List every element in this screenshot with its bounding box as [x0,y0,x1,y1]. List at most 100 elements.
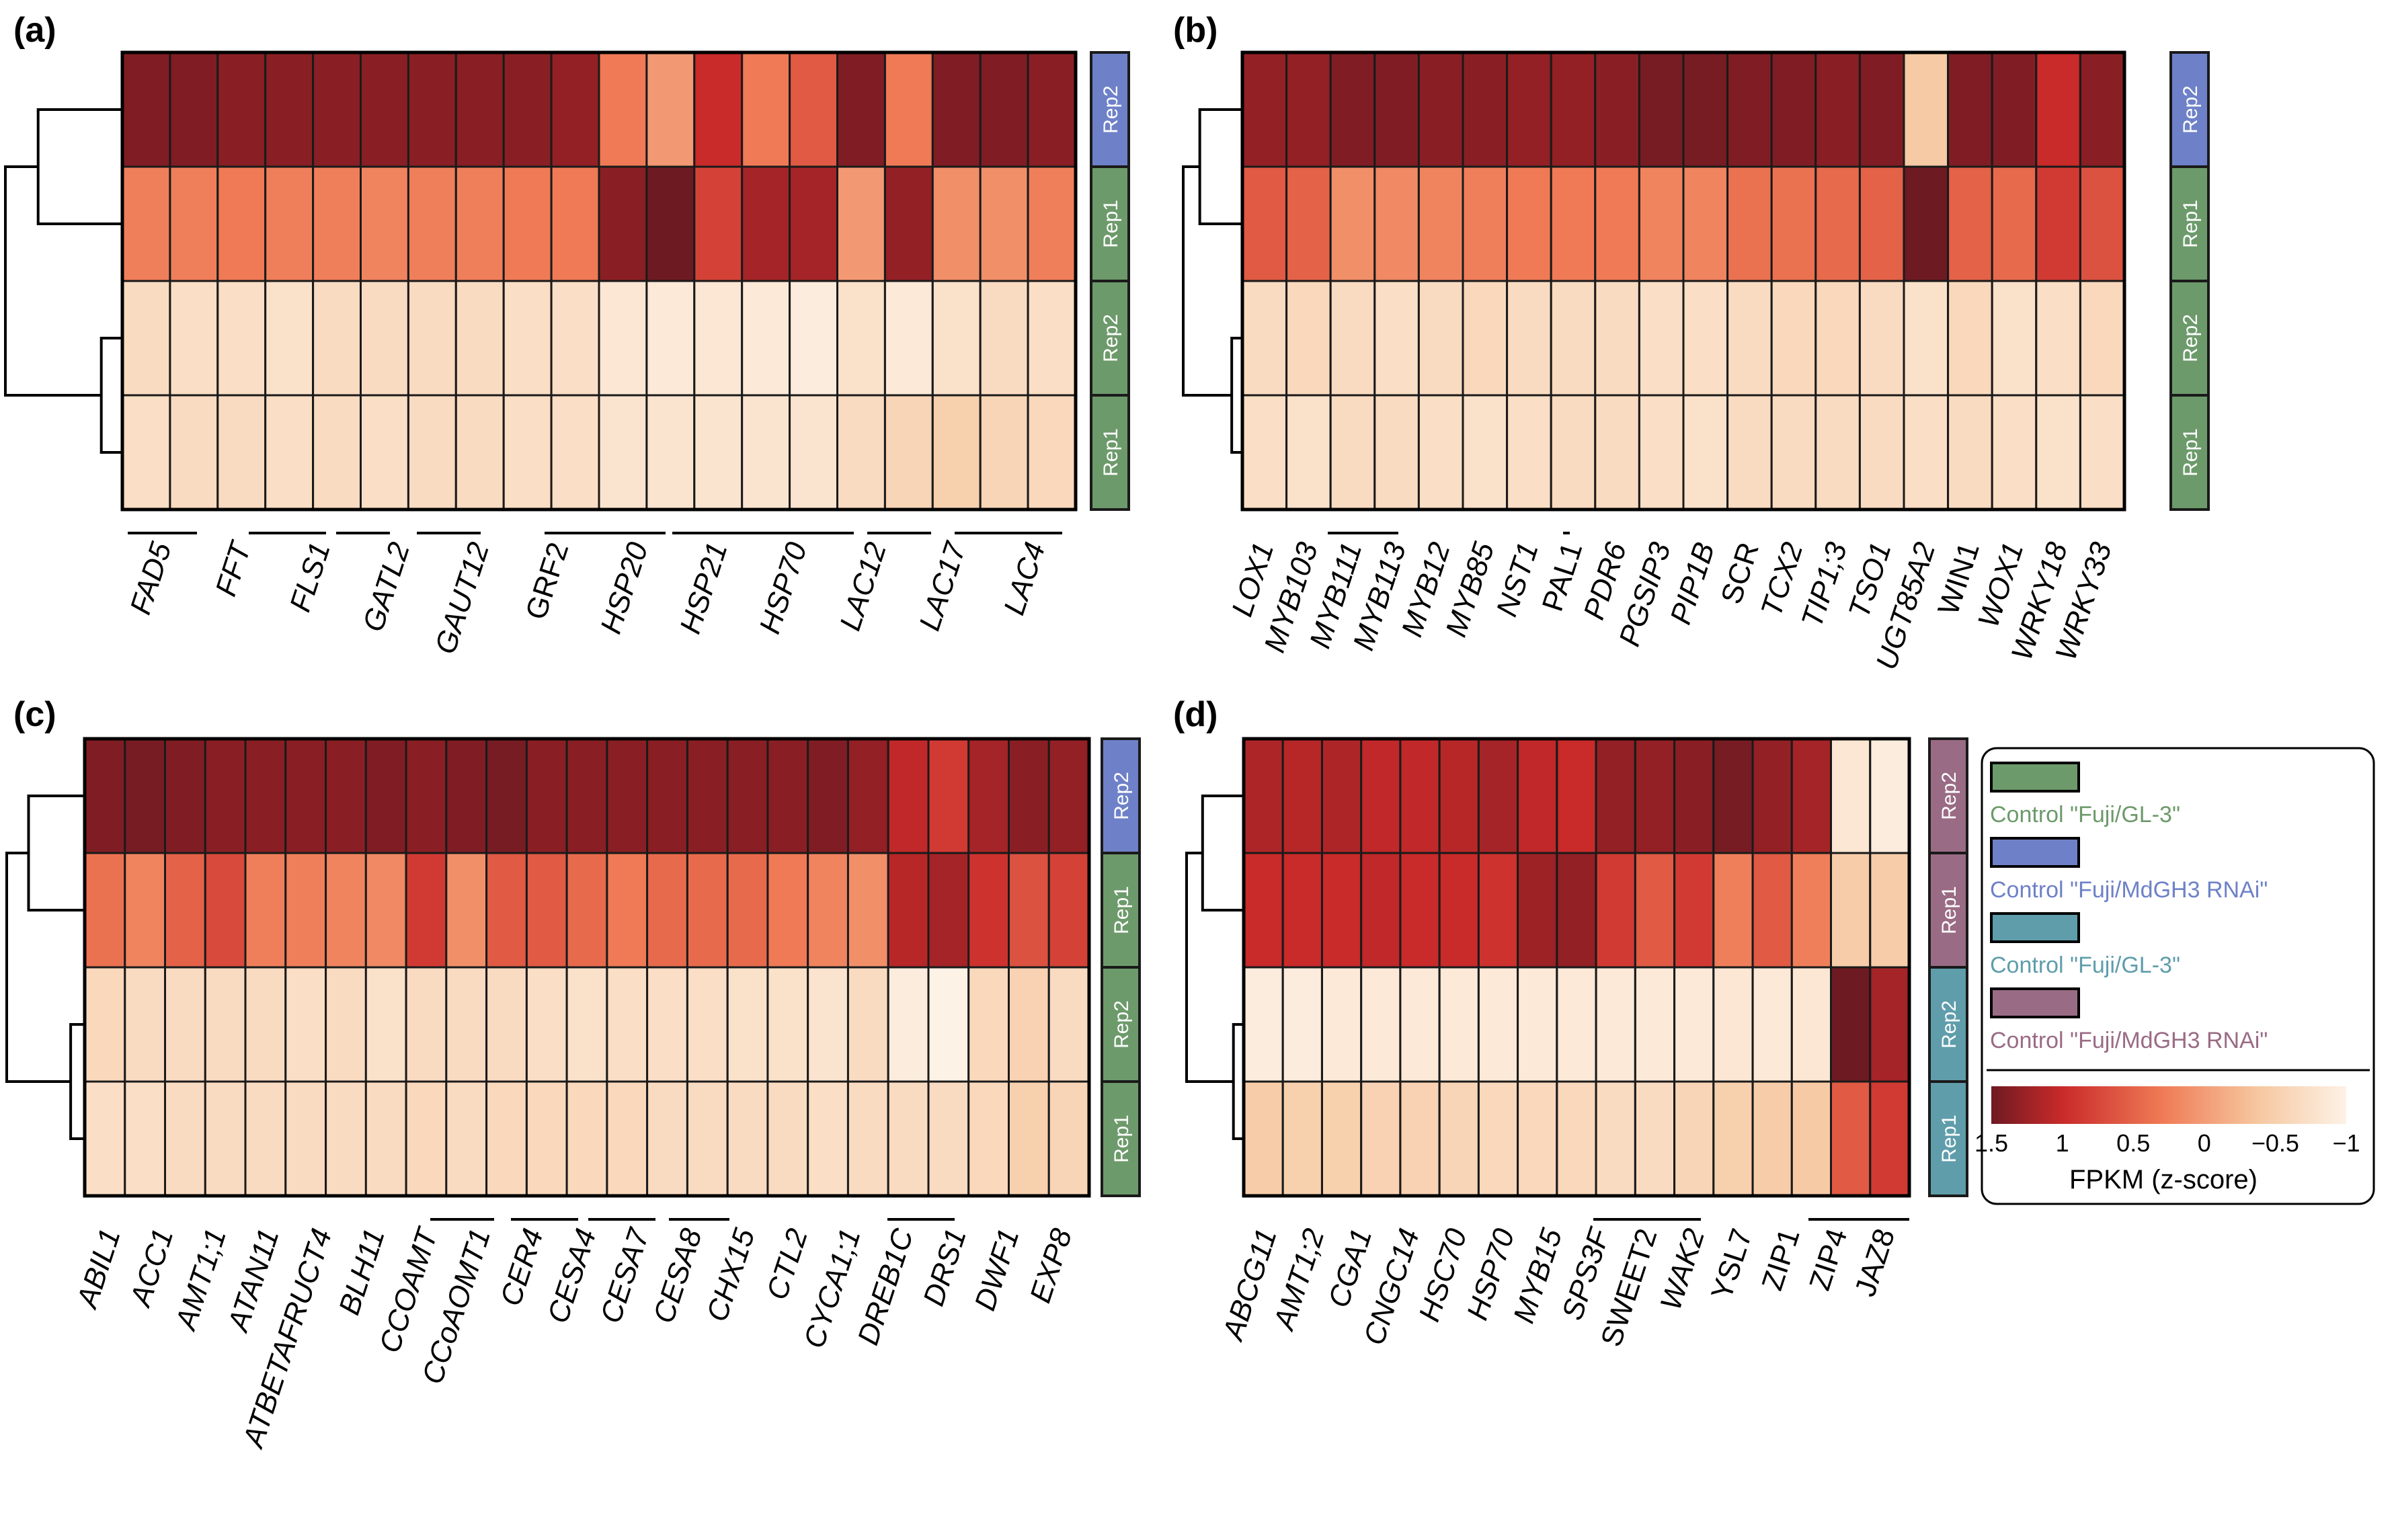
heatmap-cell [887,737,930,854]
heatmap-cell [1726,165,1773,282]
gene-label: HSP21 [674,538,734,638]
heatmap-cell [124,966,167,1083]
heatmap-cell [766,1080,809,1197]
gene-label: SCR [1715,538,1765,608]
heatmap-cell [1242,1080,1284,1197]
heatmap-cell [927,852,970,969]
heatmap-cell [1790,852,1833,969]
heatmap-border [1240,50,2126,512]
heatmap-cell [216,280,267,397]
heatmap-cell [598,51,648,168]
heatmap-cell [807,966,849,1083]
gene-label: FLS1 [284,538,337,616]
heatmap-cell [164,852,206,969]
gene-label: HSP70 [753,538,813,637]
dendrogram [4,108,122,454]
heatmap-cell [1556,966,1597,1083]
panel-label: (b) [1173,11,1218,50]
heatmap-cell [1712,966,1754,1083]
heatmap-cell [1634,852,1676,969]
heatmap-cell [883,394,934,511]
heatmap-cell [1438,966,1480,1083]
legend-swatch [1990,987,2080,1018]
heatmap-cell [1241,165,1288,282]
heatmap-cell [1477,1080,1519,1197]
heatmap-cell [121,280,171,397]
heatmap-cell [264,394,315,511]
heatmap-cell [1550,394,1597,511]
heatmap-cell [1595,1080,1636,1197]
heatmap-cell [364,737,407,854]
heatmap-cell [1770,51,1817,168]
heatmap-cell [1712,737,1754,854]
gene-label: HSP20 [594,538,655,637]
heatmap-cell [1673,966,1715,1083]
heatmap-cell [1947,394,1993,511]
heatmap-cell [1814,394,1861,511]
heatmap-cell [1712,852,1754,969]
heatmap-cell [1947,51,1993,168]
replicate-label: Rep2 [1100,314,1122,362]
heatmap-cell [1814,280,1861,397]
heatmap-cell [244,852,287,969]
heatmap-cell [1858,165,1905,282]
heatmap-cell [1682,165,1729,282]
heatmap-cell [883,165,934,282]
gene-label: GAUT12 [429,538,495,658]
heatmap-cell [789,165,838,282]
heatmap-cell [284,1080,327,1197]
heatmap-cell [1462,51,1509,168]
heatmap-cell [204,966,247,1083]
heatmap-cell [1869,737,1911,854]
heatmap-cell [1682,51,1729,168]
heatmap-cell [445,737,488,854]
legend-swatch [1990,762,2080,793]
heatmap-cell [1360,1080,1402,1197]
heatmap-panel-1: (a) Rep2 Rep1 Rep2 Rep1 FAD5 FFT FLS1 GATL2 GAUT1… [4,11,1130,658]
heatmap-cell [836,51,886,168]
heatmap-cell [1991,51,2038,168]
heatmap-cell [445,966,488,1083]
heatmap-cell [502,280,553,397]
heatmap-cell [264,280,315,397]
heatmap-cell [1869,1080,1911,1197]
heatmap-cell [1947,165,1993,282]
gene-label: YSL7 [1705,1225,1759,1304]
heatmap-cell [836,165,886,282]
heatmap-cell [502,165,553,282]
heatmap-cell [1285,280,1332,397]
heatmap-cell [1790,737,1833,854]
heatmap-cell [2035,51,2081,168]
heatmap-cell [525,737,568,854]
group-strip [2169,165,2210,282]
heatmap-cell [686,966,729,1083]
dendrogram [1182,108,1242,454]
group-strip [1101,966,1141,1083]
heatmap-cell [454,51,505,168]
heatmap-cell [1991,280,2038,397]
heatmap-cell [1027,51,1077,168]
heatmap-cell [164,966,206,1083]
heatmap-cell [1594,165,1640,282]
heatmap-cell [1506,51,1552,168]
heatmap-cell [836,280,886,397]
heatmap-cell [1673,1080,1715,1197]
heatmap-cell [169,280,219,397]
heatmap-cell [693,51,744,168]
gene-label: EXP8 [1024,1224,1079,1307]
gene-label: CTL2 [760,1225,814,1303]
heatmap-cell [836,394,886,511]
heatmap-cell [846,966,889,1083]
heatmap-cell [887,1080,930,1197]
heatmap-cell [325,1080,367,1197]
gene-label: DWF1 [968,1225,1025,1315]
panel-label: (a) [13,11,56,50]
gene-label: LAC17 [913,538,973,635]
heatmap-border [120,50,1078,512]
heatmap-cell [1858,51,1905,168]
heatmap-cell [1281,852,1323,969]
heatmap-cell [2035,280,2081,397]
heatmap-cell [407,280,457,397]
heatmap-cell [606,737,649,854]
heatmap-cell [726,852,769,969]
